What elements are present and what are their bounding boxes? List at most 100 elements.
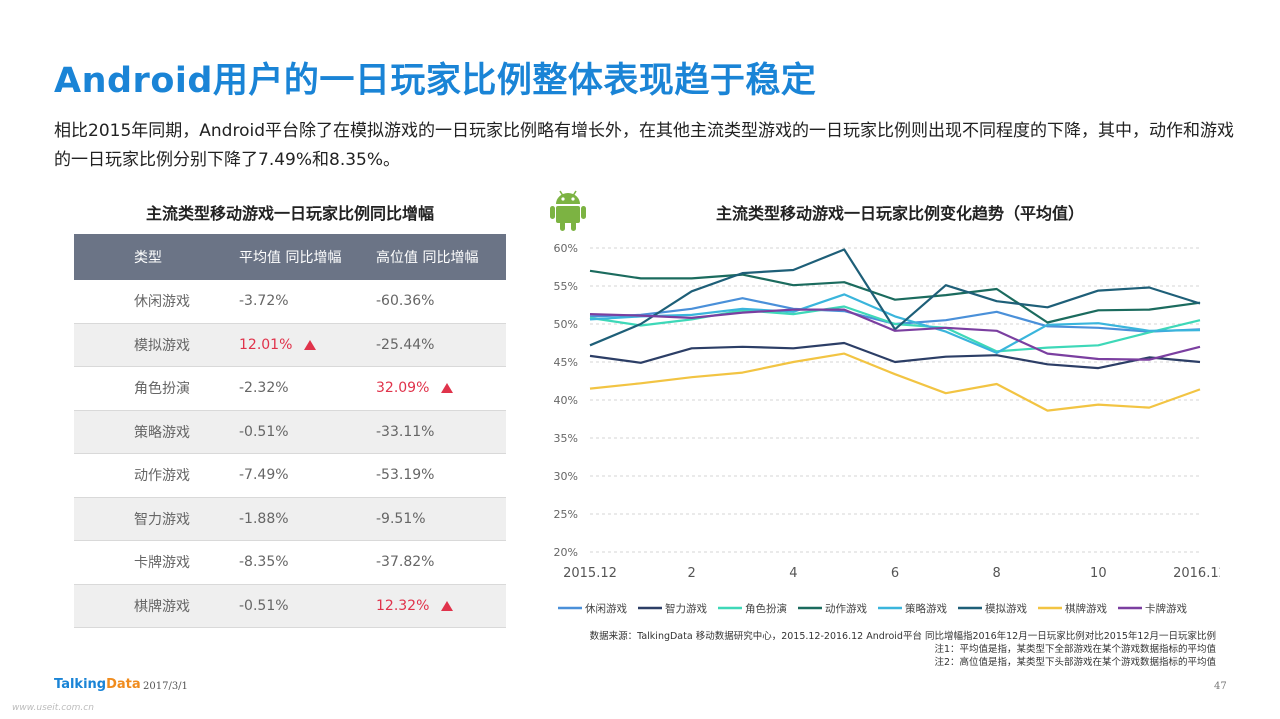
table-row: 策略游戏 -0.51% -33.11% xyxy=(74,410,506,454)
header-avg: 平均值 同比增幅 xyxy=(239,250,342,266)
cell-high: -53.19% xyxy=(376,467,506,483)
cell-high-text: -9.51% xyxy=(376,510,426,527)
cell-avg: 12.01% xyxy=(239,337,376,353)
cell-type: 卡牌游戏 xyxy=(74,552,239,572)
table-body: 休闲游戏 -3.72% -60.36% 模拟游戏 12.01% -25.44% 角色扮演 -2… xyxy=(74,280,506,628)
series-line-8 xyxy=(589,308,1201,361)
series-line-7 xyxy=(589,352,1201,412)
android-icon xyxy=(550,190,586,231)
y-tick-label: 30% xyxy=(554,470,578,483)
table-row: 卡牌游戏 -8.35% -37.82% xyxy=(74,541,506,585)
cell-high-text: -33.11% xyxy=(376,423,435,440)
notes: 数据来源：TalkingData 移动数据研究中心，2015.12-2016.1… xyxy=(590,630,1216,669)
y-tick-label: 20% xyxy=(554,546,578,559)
series-line-6 xyxy=(589,248,1201,347)
chart-title: 主流类型移动游戏一日玩家比例变化趋势（平均值） xyxy=(715,204,1084,223)
up-triangle-icon xyxy=(441,383,454,394)
footer-date: 2017/3/1 xyxy=(143,681,188,692)
table-row: 角色扮演 -2.32% 32.09% xyxy=(74,367,506,411)
cell-high: -60.36% xyxy=(376,293,506,309)
cell-avg-text: -0.51% xyxy=(239,597,289,614)
legend-label: 棋牌游戏 xyxy=(1065,602,1107,615)
series-line-3 xyxy=(589,305,1201,353)
y-tick-label: 25% xyxy=(554,508,578,521)
table-row: 智力游戏 -1.88% -9.51% xyxy=(74,497,506,541)
cell-avg-text: -1.88% xyxy=(239,510,289,527)
cell-avg: -3.72% xyxy=(239,293,376,309)
y-tick-label: 45% xyxy=(554,356,578,369)
series-line-2 xyxy=(589,341,1201,370)
cell-type-text: 策略游戏 xyxy=(134,424,190,441)
cell-type: 策略游戏 xyxy=(74,422,239,442)
line-chart: 60% 55% 50% 45% 40% 35% 30% 25% 20% 2015.12 2 4 6 8 10… xyxy=(554,242,1220,615)
cell-high: -25.44% xyxy=(376,337,506,353)
cell-high-text: -25.44% xyxy=(376,336,435,353)
legend-label: 动作游戏 xyxy=(825,602,867,615)
y-tick-label: 50% xyxy=(554,318,578,331)
cell-avg-text: -3.72% xyxy=(239,293,289,310)
page-title: Android用户的一日玩家比例整体表现趋于稳定 xyxy=(54,61,817,101)
cell-type-text: 模拟游戏 xyxy=(134,337,190,354)
cell-type-text: 动作游戏 xyxy=(134,468,190,485)
series-line-5 xyxy=(589,293,1201,355)
x-tick-label: 2016.12 xyxy=(1173,566,1220,581)
legend-label: 智力游戏 xyxy=(665,602,707,615)
legend-label: 策略游戏 xyxy=(905,602,947,615)
note-1: 注1：平均值是指，某类型下全部游戏在某个游戏数据指标的平均值 xyxy=(934,644,1216,655)
x-tick-label: 2 xyxy=(688,566,696,581)
cell-avg: -8.35% xyxy=(239,554,376,570)
legend-label: 卡牌游戏 xyxy=(1145,602,1187,615)
cell-type-text: 卡牌游戏 xyxy=(134,555,190,572)
cell-type-text: 休闲游戏 xyxy=(134,294,190,311)
up-triangle-icon xyxy=(304,339,317,350)
table-header: 类型 平均值 同比增幅 高位值 同比增幅 xyxy=(74,234,506,280)
x-tick-label: 4 xyxy=(789,566,797,581)
cell-type-text: 棋牌游戏 xyxy=(134,598,190,615)
cell-avg: -0.51% xyxy=(239,424,376,440)
y-tick-label: 60% xyxy=(554,242,578,255)
header-high: 高位值 同比增幅 xyxy=(376,250,479,266)
cell-high: -37.82% xyxy=(376,554,506,570)
cell-high-text: 12.32% xyxy=(376,597,430,614)
legend-label: 模拟游戏 xyxy=(985,602,1027,615)
header-type: 类型 xyxy=(134,250,162,266)
cell-avg-text: -0.51% xyxy=(239,423,289,440)
table-title: 主流类型移动游戏一日玩家比例同比增幅 xyxy=(145,204,434,223)
note-source: 数据来源：TalkingData 移动数据研究中心，2015.12-2016.1… xyxy=(589,631,1216,642)
cell-type: 智力游戏 xyxy=(74,509,239,529)
cell-avg-text: -2.32% xyxy=(239,380,289,397)
cell-type: 休闲游戏 xyxy=(74,291,239,311)
note-2: 注2：高位值是指，某类型下头部游戏在某个游戏数据指标的平均值 xyxy=(934,657,1216,668)
series-line-4 xyxy=(589,269,1201,324)
cell-type: 角色扮演 xyxy=(74,378,239,398)
up-triangle-icon xyxy=(441,600,454,611)
x-tick-label: 2015.12 xyxy=(563,566,617,581)
cell-type: 模拟游戏 xyxy=(74,335,239,355)
cell-avg: -2.32% xyxy=(239,380,376,396)
cell-high: 32.09% xyxy=(376,380,506,396)
x-tick-label: 10 xyxy=(1090,566,1107,581)
cell-high-text: -60.36% xyxy=(376,293,435,310)
talkingdata-logo: TalkingData xyxy=(54,677,141,692)
legend-label: 休闲游戏 xyxy=(585,602,627,615)
table-row: 动作游戏 -7.49% -53.19% xyxy=(74,454,506,498)
legend-label: 角色扮演 xyxy=(745,602,787,615)
table-row: 模拟游戏 12.01% -25.44% xyxy=(74,323,506,367)
y-tick-label: 35% xyxy=(554,432,578,445)
table-row: 休闲游戏 -3.72% -60.36% xyxy=(74,280,506,324)
cell-high-text: -37.82% xyxy=(376,554,435,571)
growth-table: 类型 平均值 同比增幅 高位值 同比增幅 休闲游戏 -3.72% -60.36% 模拟… xyxy=(74,234,506,628)
page-number: 47 xyxy=(1214,681,1227,692)
y-tick-label: 55% xyxy=(554,280,578,293)
x-tick-label: 8 xyxy=(993,566,1001,581)
table-row: 棋牌游戏 -0.51% 12.32% xyxy=(74,584,506,628)
page-subtitle: 相比2015年同期，Android平台除了在模拟游戏的一日玩家比例略有增长外，在… xyxy=(54,121,1234,170)
cell-high-text: -53.19% xyxy=(376,467,435,484)
cell-avg-text: -7.49% xyxy=(239,467,289,484)
cell-high: 12.32% xyxy=(376,598,506,614)
cell-avg: -7.49% xyxy=(239,467,376,483)
watermark: www.useit.com.cn xyxy=(12,703,94,713)
cell-high: -33.11% xyxy=(376,424,506,440)
y-tick-label: 40% xyxy=(554,394,578,407)
cell-avg: -0.51% xyxy=(239,598,376,614)
